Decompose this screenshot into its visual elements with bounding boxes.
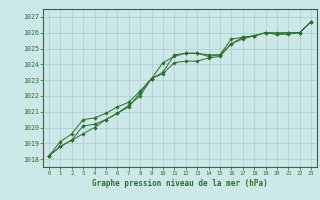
X-axis label: Graphe pression niveau de la mer (hPa): Graphe pression niveau de la mer (hPa) xyxy=(92,179,268,188)
